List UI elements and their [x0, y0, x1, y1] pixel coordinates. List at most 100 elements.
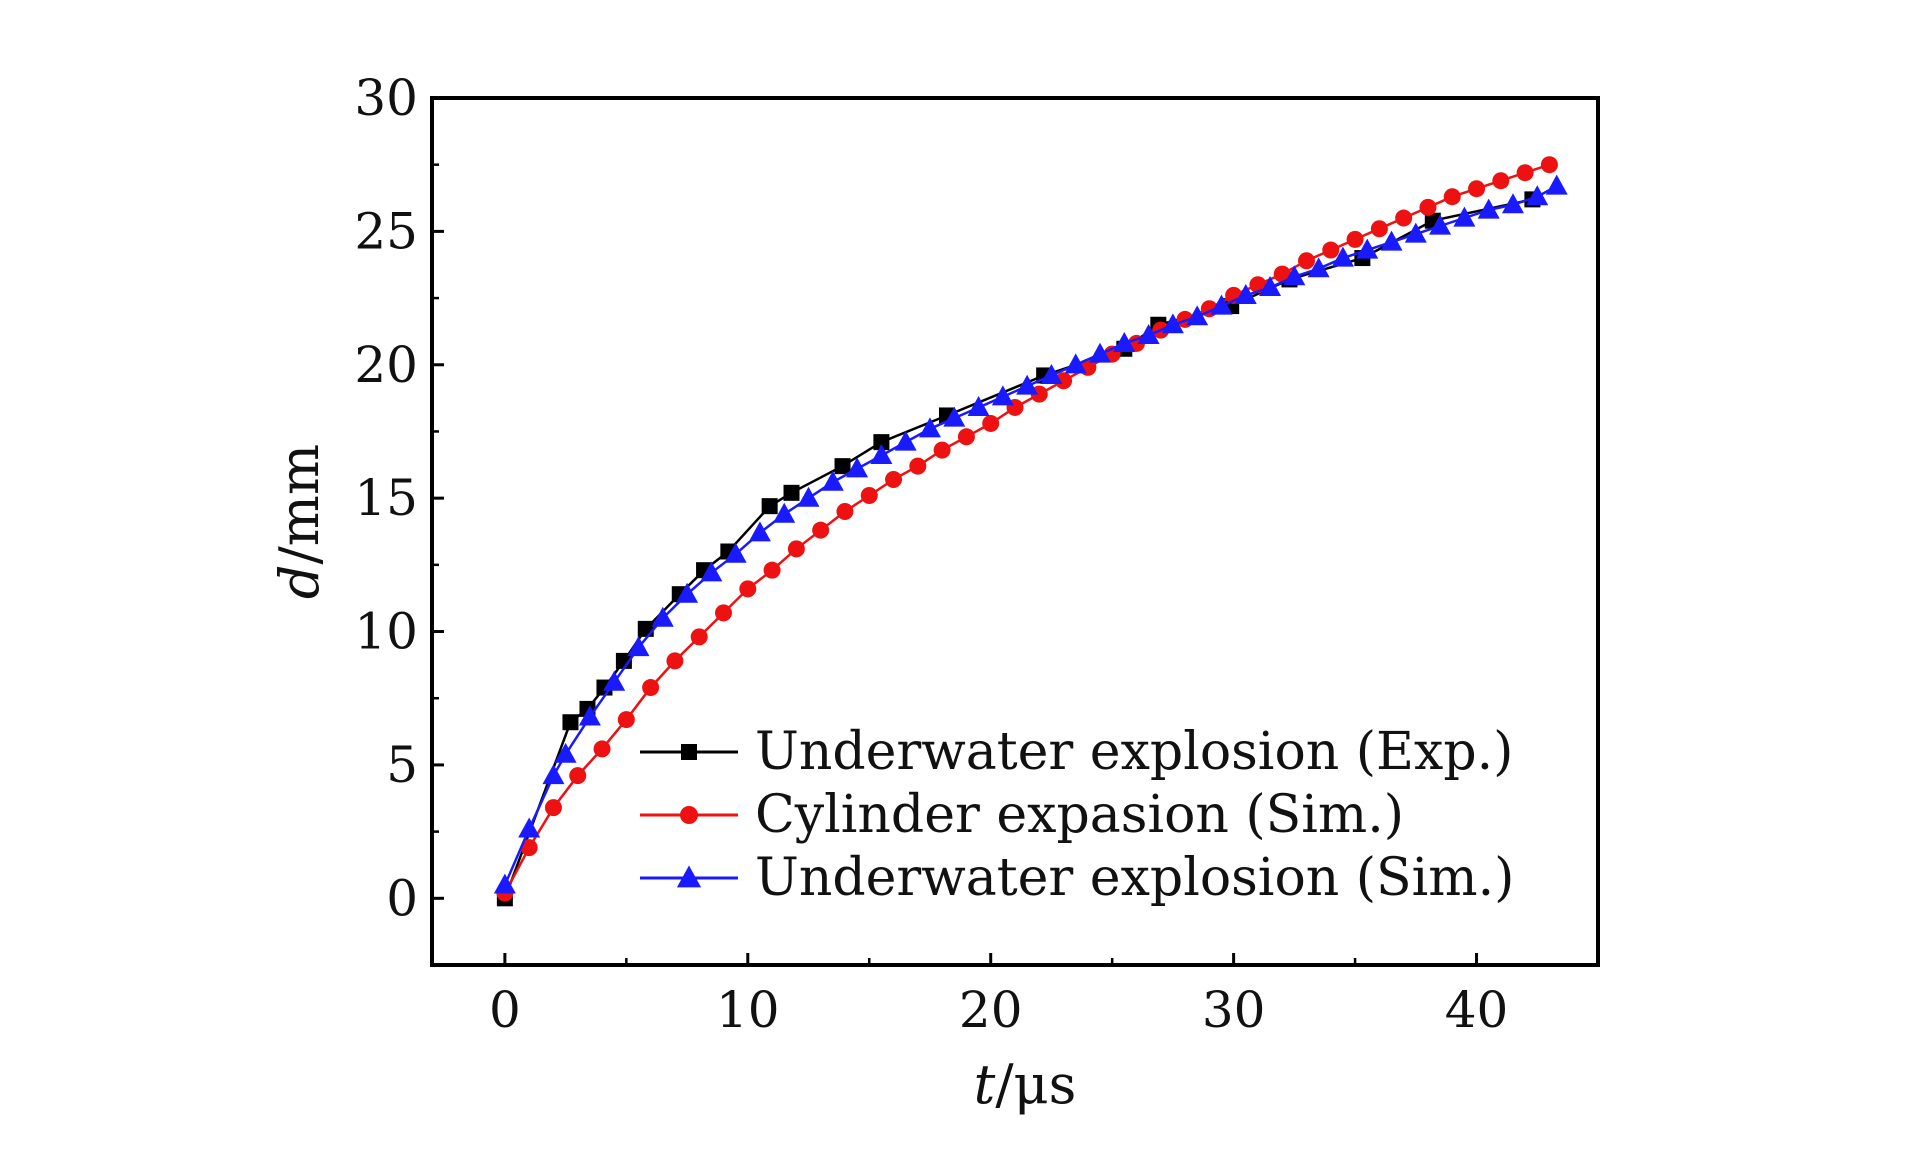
series-2-point — [544, 799, 562, 817]
x-axis-label: t/μs — [974, 1053, 1077, 1116]
series-3-point — [627, 636, 650, 657]
series-3-point — [603, 670, 626, 691]
series-3-point — [1356, 238, 1379, 259]
series-3-point — [797, 486, 820, 507]
legend-label: Underwater explosion (Sim.) — [755, 848, 1514, 908]
series-3-point — [1477, 198, 1500, 219]
x-tick-label: 30 — [1202, 981, 1266, 1039]
series-3-point — [1526, 185, 1549, 206]
series-3-point — [1113, 332, 1136, 352]
series-3-point — [1186, 305, 1209, 326]
y-tick-label: 25 — [354, 202, 418, 260]
series-2-point — [690, 628, 708, 646]
series-3-point — [894, 430, 917, 451]
series-3-point — [991, 385, 1014, 406]
series-1-point — [637, 620, 654, 637]
series-3-point — [918, 417, 941, 438]
series-2-point — [1443, 188, 1461, 206]
series-1-point — [873, 434, 890, 451]
series-2-point — [836, 502, 854, 520]
series-2-point — [1540, 156, 1558, 174]
series-2-point — [1419, 198, 1437, 216]
series-3-point — [493, 873, 516, 894]
legend-marker — [680, 806, 698, 824]
series-2-point — [982, 414, 1000, 432]
series-3-point — [1161, 313, 1184, 334]
y-tick-label: 20 — [354, 336, 418, 394]
series-1-point — [562, 714, 579, 731]
legend-label: Underwater explosion (Exp.) — [755, 722, 1513, 782]
series-2-point — [617, 711, 635, 729]
series-2-point — [957, 428, 975, 446]
series-2-point — [909, 457, 927, 475]
legend: Underwater explosion (Exp.)Cylinder expa… — [640, 722, 1514, 908]
legend-marker — [681, 744, 697, 760]
y-tick-label: 5 — [386, 736, 418, 794]
series-1-point — [783, 484, 800, 501]
series-2-point — [666, 652, 684, 670]
series-3-point — [542, 764, 565, 785]
series-2-point — [787, 540, 805, 558]
series-3-point — [1380, 230, 1403, 251]
series-3 — [493, 174, 1568, 894]
series-3-point — [1259, 276, 1282, 296]
series-3-point — [1089, 342, 1112, 363]
series-3-point — [724, 542, 747, 563]
legend-label: Cylinder expasion (Sim.) — [755, 785, 1404, 845]
series-3-point — [1307, 257, 1330, 278]
series-3-point — [700, 561, 723, 582]
series-3-point — [1545, 174, 1568, 195]
series-2-point — [1298, 252, 1315, 270]
plot-frame — [430, 96, 1600, 967]
series-3-point — [748, 521, 771, 542]
series-3-point — [554, 742, 577, 763]
series-2-point — [763, 561, 781, 579]
series-2-point — [569, 767, 587, 785]
series-3-point — [1064, 353, 1087, 374]
x-tick-label: 40 — [1445, 981, 1509, 1039]
legend-entry-2: Cylinder expasion (Sim.) — [640, 785, 1404, 845]
series-2-point — [739, 580, 757, 598]
series-3-point — [651, 606, 674, 627]
series-3-point — [578, 705, 601, 726]
series-2-point — [860, 486, 878, 504]
series-2-point — [1468, 180, 1486, 198]
series-3-point — [943, 406, 966, 427]
series-3-point — [846, 457, 869, 478]
series-2-point — [1273, 265, 1291, 283]
series-2-point — [593, 740, 611, 758]
series-2-point — [933, 441, 951, 459]
series-2-point — [1055, 372, 1073, 390]
legend-entry-3: Underwater explosion (Sim.) — [640, 848, 1514, 908]
series-2-point — [1516, 164, 1534, 182]
series-3-point — [1016, 374, 1039, 395]
series-1-point — [834, 458, 851, 475]
series-3-point — [1210, 294, 1233, 315]
axes: 0 10 20 30 40 0 5 10 15 20 25 30 t/μs d/mm — [268, 69, 1600, 1116]
legend-marker — [676, 865, 702, 888]
series-3-point — [1283, 265, 1306, 286]
legend-entry-1: Underwater explosion (Exp.) — [640, 722, 1513, 782]
series-3-point — [518, 817, 541, 838]
series-1-point — [761, 498, 778, 515]
y-tick-label: 0 — [386, 869, 418, 927]
series-2-point — [520, 839, 538, 857]
plot-area — [493, 156, 1568, 907]
series-3-point — [1040, 364, 1063, 384]
series-2-point — [1346, 230, 1364, 248]
series-3-point — [1429, 214, 1452, 235]
series-3-point — [1137, 324, 1160, 344]
y-tick-label: 15 — [354, 469, 418, 527]
series-2-point — [1395, 209, 1413, 227]
x-tick-label: 20 — [959, 981, 1023, 1039]
series-3-point — [821, 470, 844, 491]
x-tick-label: 10 — [716, 981, 780, 1039]
series-1-point — [615, 652, 632, 669]
series-3-point — [1331, 246, 1354, 267]
series-3-point — [967, 396, 990, 417]
y-tick-label: 30 — [354, 69, 418, 127]
series-3-point — [1453, 206, 1476, 227]
series-3-point — [676, 582, 699, 603]
x-tick-label: 0 — [489, 981, 521, 1039]
